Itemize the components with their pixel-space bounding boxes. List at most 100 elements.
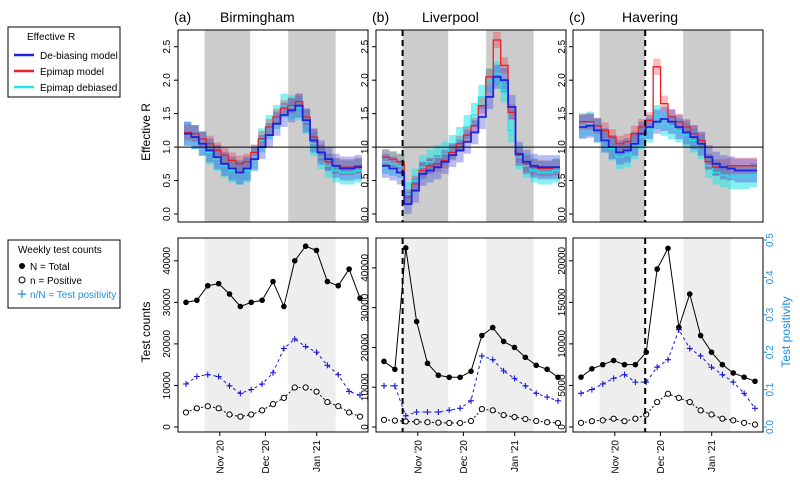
effective-r-plot: 0.0 0.5 1.0 1.5 2.0 2.5 (360, 29, 567, 223)
point-positive (751, 421, 759, 428)
x-tick-label: Jan '21 (707, 440, 718, 472)
panel-b: 0.0 0.5 1.0 1.5 2.0 2.5 0 10000 20000 30000 40000 N… (360, 29, 567, 474)
point-positivity (544, 394, 551, 401)
y-axis-title-positivity: Test positivity (779, 296, 793, 367)
r-line-debiasing (184, 104, 362, 174)
point-positive (686, 398, 693, 406)
point-positivity (730, 379, 737, 386)
point-positive (424, 419, 431, 426)
point-positivity (654, 364, 661, 371)
y-tick-label-counts: 20000 (360, 333, 371, 361)
legend-label-epimap: Epimap model (40, 67, 104, 78)
y-tick-label-counts: 0 (557, 424, 568, 430)
point-positive (302, 384, 309, 391)
point-total (544, 366, 550, 373)
y-tick-label-r: 2.0 (557, 73, 568, 87)
point-positivity (402, 412, 409, 419)
point-positive (391, 417, 398, 424)
point-positivity (215, 373, 222, 380)
effective-r-plot: 0.0 0.5 1.0 1.5 2.0 2.5 (557, 29, 764, 223)
panel-a: 0.0 0.5 1.0 1.5 2.0 2.5 0 10000 20000 30000 40000 N… (162, 29, 369, 474)
legend-effective-r-title: Effective R (27, 32, 75, 43)
point-positivity (468, 397, 474, 404)
point-positivity (446, 407, 453, 414)
point-total (457, 374, 463, 381)
point-total (281, 303, 287, 310)
point-total (555, 374, 561, 381)
test-counts-plot: 0 10000 20000 30000 40000 Nov '20 Dec '20 Jan '… (360, 237, 567, 474)
point-total (204, 282, 211, 289)
point-total (599, 361, 606, 368)
point-positivity (697, 352, 704, 359)
point-positive (610, 415, 617, 422)
y-tick-label-r: 0.0 (360, 207, 371, 221)
point-positivity (719, 371, 726, 378)
point-total (610, 357, 617, 364)
point-total (381, 358, 387, 365)
legend-label-positivity: n/N = Test positivity (30, 290, 116, 301)
r-line-debiasing (579, 118, 757, 172)
point-total (589, 366, 595, 372)
point-positive (730, 417, 737, 424)
chart-panels: 0.0 0.5 1.0 1.5 2.0 2.5 0 10000 20000 30000 40000 N… (162, 29, 776, 474)
point-positive (280, 394, 287, 402)
point-positive (291, 384, 298, 391)
y-tick-label-counts: 40000 (162, 246, 173, 274)
point-total (215, 280, 222, 287)
shaded-period (599, 238, 646, 432)
point-positivity (346, 388, 353, 395)
point-positive (599, 417, 606, 424)
point-total (511, 344, 518, 351)
point-positive (237, 413, 244, 420)
y-tick-label-r: 2.5 (360, 39, 371, 53)
panel-c: 0.0 0.5 1.0 1.5 2.0 2.5 0 5000 10000 15000 20000 0.… (557, 29, 776, 474)
y-tick-label-counts: 30000 (360, 293, 371, 321)
point-total (741, 374, 747, 380)
panel-city-a: Birmingham (220, 9, 295, 25)
y-tick-label-r: 0.5 (557, 173, 568, 187)
point-positive (182, 409, 190, 416)
point-positive (577, 419, 585, 426)
point-positivity (665, 356, 671, 363)
legend-label-positive: n = Positive (30, 276, 82, 287)
point-total (357, 295, 363, 301)
point-positive (708, 411, 715, 418)
point-total (578, 374, 584, 380)
point-positivity (226, 382, 233, 389)
point-positive (413, 418, 420, 425)
point-positive (588, 418, 595, 425)
series-line-positive (383, 408, 559, 424)
point-positivity (183, 380, 189, 387)
legend-symbol-positivity (18, 290, 26, 298)
point-positivity (610, 375, 617, 382)
panel-tag-c: (c) (569, 9, 585, 25)
shaded-period (599, 30, 646, 222)
point-positivity (478, 352, 485, 359)
y2-tick-label: 0.3 (765, 307, 776, 321)
x-tick-label: Dec '20 (261, 440, 272, 474)
point-positive (478, 405, 485, 413)
point-total (665, 245, 671, 252)
y-tick-label-r: 1.0 (162, 140, 173, 154)
point-positive (248, 411, 255, 418)
point-positive (741, 419, 748, 426)
point-positive (457, 419, 464, 427)
y-tick-label-r: 0.0 (557, 207, 568, 221)
point-total (413, 318, 420, 325)
point-positivity (533, 390, 540, 397)
point-positive (380, 416, 388, 423)
legend-test-counts-box (7, 239, 121, 309)
point-total (479, 332, 485, 339)
point-positive (356, 413, 364, 420)
point-positivity (435, 409, 442, 416)
x-tick-label: Jan '21 (510, 440, 521, 472)
y-tick-label-r: 0.0 (162, 207, 173, 221)
point-total (302, 243, 309, 250)
point-positive (215, 405, 222, 412)
point-total (183, 299, 189, 306)
y-tick-label-r: 2.0 (360, 73, 371, 87)
legend-test-counts: Weekly test counts N = Total n = Positiv… (7, 239, 121, 309)
y-tick-label-counts: 10000 (360, 373, 371, 401)
series-line-positivity (384, 355, 559, 417)
